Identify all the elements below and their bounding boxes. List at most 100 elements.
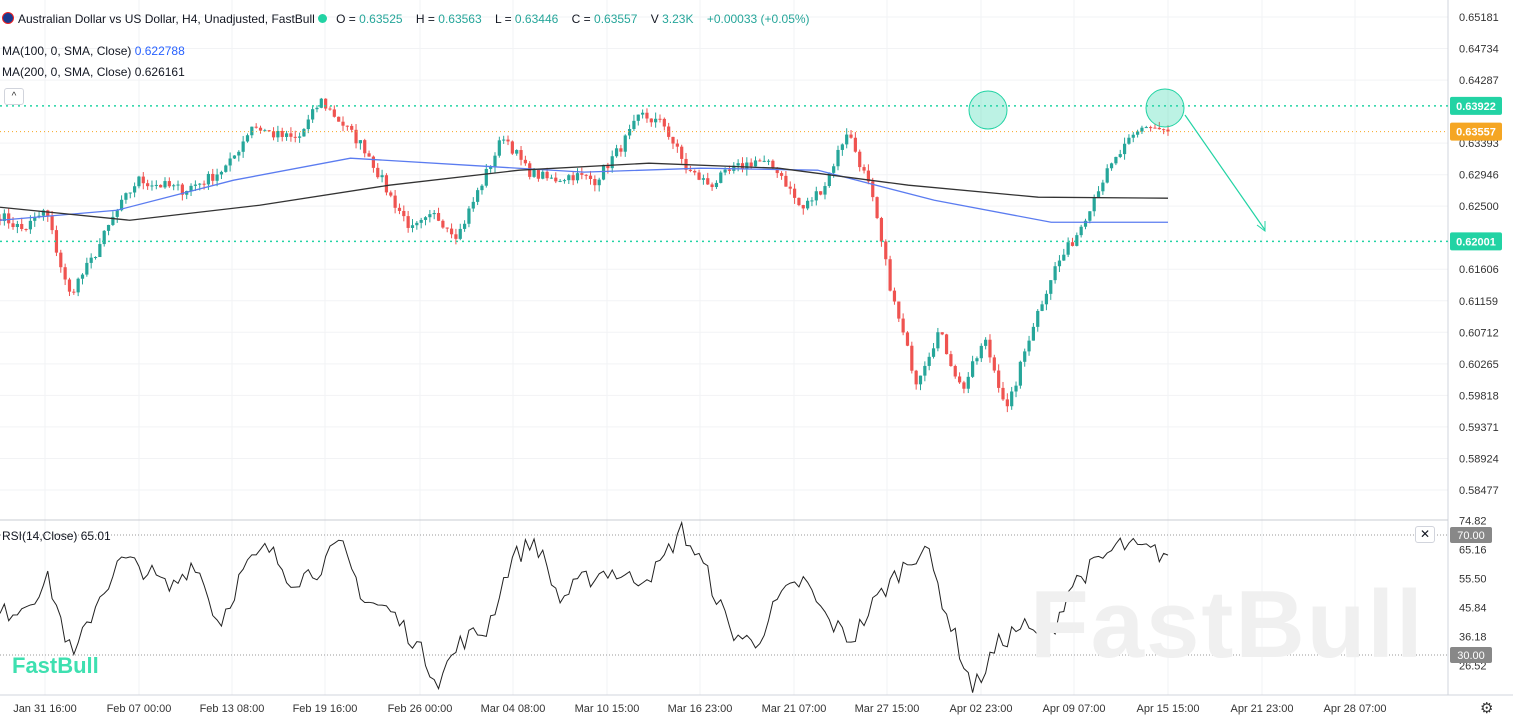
candle-body (693, 170, 697, 173)
settings-gear-icon[interactable]: ⚙ (1480, 700, 1494, 717)
candle-body (632, 120, 636, 130)
candle-body (979, 345, 983, 359)
candle-body (784, 175, 788, 187)
ma200-line (0, 162, 1169, 221)
candle-body (306, 119, 310, 130)
rsi-label: RSI(14,Close) (2, 529, 78, 543)
time-tick-label: Feb 19 16:00 (293, 703, 358, 715)
candle-body (771, 160, 775, 168)
ma200-legend[interactable]: MA(200, 0, SMA, Close) 0.626161 (2, 65, 185, 79)
candle-body (1083, 220, 1088, 227)
candle-body (766, 160, 771, 162)
candle-body (1018, 361, 1022, 386)
high-value: 0.63563 (438, 12, 482, 26)
top-marker-circle (1145, 88, 1185, 128)
candle-body (1001, 387, 1005, 400)
candle-body (762, 160, 766, 162)
rsi-legend[interactable]: RSI(14,Close) 65.01 (2, 529, 111, 543)
candle-body (1053, 266, 1057, 281)
time-tick-label: Apr 15 15:00 (1137, 703, 1200, 715)
candle-body (402, 210, 406, 217)
candle-body (454, 234, 458, 239)
candle-body (580, 173, 584, 175)
candle-body (241, 141, 245, 152)
candle-body (154, 184, 158, 186)
candle-body (614, 148, 619, 157)
ma100-label: MA(100, 0, SMA, Close) (2, 44, 132, 58)
candle-body (67, 279, 72, 292)
candle-body (836, 149, 840, 167)
candle-body (901, 318, 905, 333)
candle-body (250, 126, 254, 136)
time-tick-label: Apr 09 07:00 (1043, 703, 1106, 715)
candle-body (966, 376, 970, 389)
candle-body (914, 370, 918, 385)
candle-body (315, 107, 319, 110)
top-marker-circle (968, 90, 1008, 130)
price-tick-label: 0.62946 (1459, 170, 1499, 182)
candle-body (172, 185, 176, 187)
candle-body (423, 217, 428, 220)
candle-body (745, 162, 749, 170)
ma100-line (0, 157, 1168, 223)
candle-body (1122, 143, 1127, 155)
candle-body (497, 140, 501, 156)
candle-body (962, 382, 966, 389)
price-tick-label: 0.60712 (1459, 327, 1499, 339)
candle-body (957, 376, 962, 383)
candle-body (641, 112, 645, 115)
candle-body (588, 175, 593, 180)
low-label: L = (495, 12, 512, 26)
high-label: H = (415, 12, 435, 26)
candle-body (510, 141, 514, 154)
candle-body (258, 127, 263, 131)
candle-body (710, 184, 714, 188)
candle-body (1023, 351, 1027, 362)
candle-body (76, 278, 80, 293)
collapse-legend-button[interactable]: ^ (4, 88, 24, 105)
candle-body (111, 216, 115, 225)
candle-body (610, 156, 614, 169)
level-label: 0.62001 (1456, 236, 1496, 248)
candle-body (15, 223, 19, 228)
candle-body (1136, 131, 1140, 135)
candle-body (397, 207, 402, 211)
rsi-tick-label: 45.84 (1459, 602, 1487, 614)
ma100-legend[interactable]: MA(100, 0, SMA, Close) 0.622788 (2, 44, 185, 58)
candle-body (137, 176, 141, 187)
candle-body (1144, 127, 1148, 129)
candle-body (1092, 197, 1096, 212)
candle-body (80, 274, 85, 279)
candle-body (875, 197, 879, 219)
candle-body (601, 164, 606, 180)
candle-body (484, 168, 488, 186)
time-tick-label: Jan 31 16:00 (13, 703, 77, 715)
rsi-line (0, 520, 1169, 693)
candle-body (649, 118, 653, 123)
candle-body (350, 125, 354, 130)
time-tick-label: Apr 21 23:00 (1231, 703, 1294, 715)
candle-body (376, 167, 380, 178)
candle-body (389, 192, 393, 196)
candle-body (502, 139, 506, 141)
candle-body (536, 168, 541, 179)
last-price-label: 0.63557 (1456, 127, 1496, 139)
candle-body (623, 135, 627, 152)
time-tick-label: Mar 10 15:00 (575, 703, 640, 715)
candle-body (884, 241, 888, 260)
price-tick-label: 0.64734 (1459, 44, 1499, 56)
candle-body (85, 262, 89, 275)
price-tick-label: 0.59371 (1459, 422, 1499, 434)
candle-body (436, 212, 441, 221)
price-tick-label: 0.64287 (1459, 75, 1499, 87)
ma200-label: MA(200, 0, SMA, Close) (2, 65, 132, 79)
close-rsi-button[interactable]: ✕ (1415, 526, 1435, 543)
candle-body (254, 126, 258, 128)
candle-body (489, 166, 493, 169)
change-value: +0.00033 (+0.05%) (706, 12, 810, 26)
candle-body (1131, 134, 1135, 138)
candle-body (363, 140, 367, 154)
candle-body (328, 108, 332, 110)
rsi-level-badge (1450, 647, 1492, 663)
